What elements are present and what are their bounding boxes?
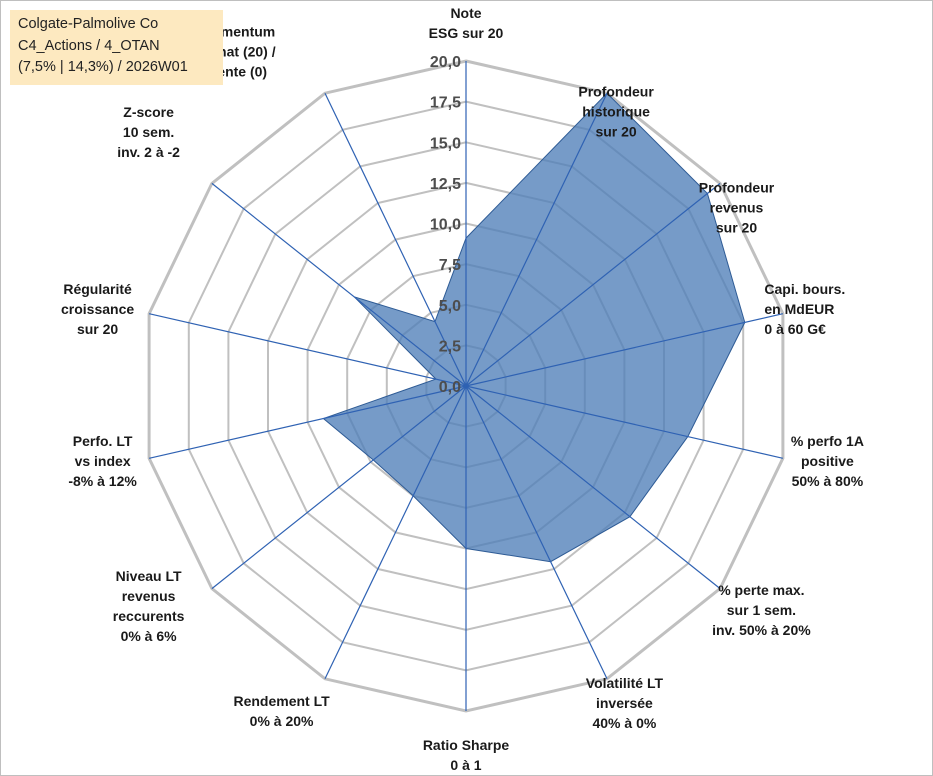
spoke-2 <box>465 182 721 387</box>
axis-label-line: Régularité <box>63 281 132 297</box>
spoke-13 <box>324 92 467 387</box>
axis-label-line: historique <box>582 103 650 119</box>
spoke-6 <box>465 385 608 680</box>
axis-label-4: % perfo 1A positive 50% à 80% <box>791 433 864 489</box>
axis-label-line: Profondeur <box>578 83 654 99</box>
spoke-4 <box>465 385 784 459</box>
axis-label-line: Profondeur <box>699 179 775 195</box>
axis-label-line: Rendement LT <box>233 693 330 709</box>
axis-label-6: Volatilité LT inversée 40% à 0% <box>586 675 664 731</box>
tick-label: 5,0 <box>439 298 461 315</box>
spoke-1 <box>465 92 608 387</box>
title-line-period: (7,5% | 14,3%) / 2026W01 <box>18 59 188 75</box>
axis-label-line: Note <box>450 5 481 21</box>
axis-label-line: positive <box>801 453 854 469</box>
axis-label-line: sur 20 <box>77 321 118 337</box>
spoke-3 <box>465 313 784 387</box>
axis-label-line: 10 sem. <box>123 124 174 140</box>
axis-label-9: Niveau LT revenus reccurents 0% à 6% <box>113 568 185 644</box>
title-line-portfolio: C4_Actions / 4_OTAN <box>18 37 160 54</box>
tick-label: 7,5 <box>439 257 461 274</box>
axis-label-line: sur 20 <box>595 123 636 139</box>
tick-label: 12,5 <box>430 176 461 193</box>
spoke-12 <box>211 182 467 387</box>
title-box: Colgate-Palmolive Co C4_Actions / 4_OTAN… <box>10 10 223 85</box>
axis-label-line: Volatilité LT <box>586 675 664 691</box>
axis-label-line: 0% à 6% <box>121 628 178 644</box>
radar-series <box>322 92 746 563</box>
spoke-8 <box>324 385 467 680</box>
axis-label-line: 0% à 20% <box>250 713 314 729</box>
axis-label-10: Perfo. LT vs index -8% à 12% <box>68 433 137 489</box>
spoke-5 <box>465 385 721 590</box>
spoke-10 <box>148 385 467 459</box>
axis-label-line: % perfo 1A <box>791 433 864 449</box>
tick-label: 20,0 <box>430 54 461 71</box>
axis-label-2: Profondeur revenus sur 20 <box>699 179 775 235</box>
axis-label-0: Note ESG sur 20 <box>429 5 504 41</box>
series-area-0 <box>322 92 746 563</box>
axis-label-line: 0 à 60 G€ <box>764 321 826 337</box>
radar-tick-labels: 0,0 2,5 5,0 7,5 10,0 12,5 15,0 17,5 20,0 <box>430 54 461 396</box>
axis-label-line: Vente (0) <box>209 63 267 79</box>
tick-label: 17,5 <box>430 95 461 112</box>
axis-label-7: Ratio Sharpe 0 à 1 <box>423 737 510 773</box>
axis-label-line: inv. 50% à 20% <box>712 622 811 638</box>
axis-label-line: Perfo. LT <box>73 433 133 449</box>
axis-label-line: 40% à 0% <box>592 715 656 731</box>
axis-label-line: Niveau LT <box>116 568 182 584</box>
axis-label-line: Capi. bours. <box>764 281 845 297</box>
tick-label: 0,0 <box>439 379 461 396</box>
axis-label-line: Z-score <box>123 104 174 120</box>
axis-label-line: sur 20 <box>716 219 757 235</box>
radar-spokes <box>148 61 784 711</box>
tick-label: 2,5 <box>439 338 461 355</box>
axis-label-line: % perte max. <box>718 582 804 598</box>
spoke-9 <box>211 385 467 590</box>
axis-label-1: Profondeur historique sur 20 <box>578 83 654 139</box>
axis-label-11: Régularité croissance sur 20 <box>61 281 134 337</box>
radar-axis-labels: Note ESG sur 20 Profondeur historique sur 20… <box>61 5 864 773</box>
axis-label-line: en MdEUR <box>764 301 834 317</box>
axis-label-line: inv. 2 à -2 <box>117 144 180 160</box>
axis-label-line: croissance <box>61 301 134 317</box>
axis-label-line: revenus <box>122 588 176 604</box>
axis-label-12: Z-score 10 sem. inv. 2 à -2 <box>117 104 180 160</box>
tick-label: 10,0 <box>430 217 461 234</box>
axis-label-3: Capi. bours. en MdEUR 0 à 60 G€ <box>764 281 845 337</box>
axis-label-line: -8% à 12% <box>68 473 137 489</box>
axis-label-line: sur 1 sem. <box>727 602 796 618</box>
axis-label-line: 0 à 1 <box>450 757 481 773</box>
axis-label-line: reccurents <box>113 608 185 624</box>
axis-label-line: Ratio Sharpe <box>423 737 510 753</box>
axis-label-line: ESG sur 20 <box>429 25 504 41</box>
tick-label: 15,0 <box>430 135 461 152</box>
spoke-11 <box>148 313 467 387</box>
axis-label-line: revenus <box>710 199 764 215</box>
axis-label-line: 50% à 80% <box>792 473 864 489</box>
axis-label-line: inversée <box>596 695 653 711</box>
title-line-company: Colgate-Palmolive Co <box>18 16 159 32</box>
axis-label-5: % perte max. sur 1 sem. inv. 50% à 20% <box>712 582 811 638</box>
axis-label-8: Rendement LT 0% à 20% <box>233 693 330 729</box>
axis-label-line: vs index <box>75 453 131 469</box>
